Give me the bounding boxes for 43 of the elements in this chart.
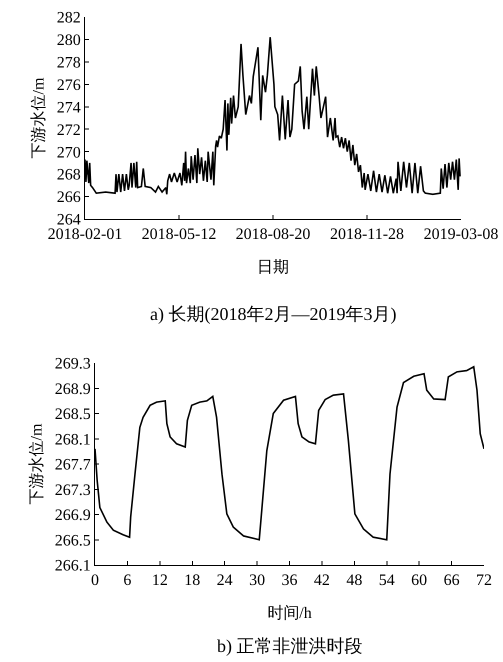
x-tick-label: 6 <box>123 572 132 590</box>
y-tick-label: 266.5 <box>54 532 91 550</box>
y-tick-label: 270 <box>56 144 81 162</box>
y-tick-label: 266.1 <box>54 558 91 575</box>
y-tick-label: 266.9 <box>54 507 91 524</box>
y-tick-label: 276 <box>56 76 81 94</box>
x-tick-label: 2018-08-20 <box>236 226 310 244</box>
y-axis-title: 下游水位/m <box>28 423 46 504</box>
x-axis-title: 日期 <box>257 258 289 276</box>
x-tick-label: 42 <box>314 572 330 590</box>
y-axis-title: 下游水位/m <box>30 77 48 158</box>
y-tick-label: 268.9 <box>54 380 91 398</box>
x-tick-label: 54 <box>378 572 395 590</box>
y-tick-label: 264 <box>56 212 81 229</box>
x-tick-label: 24 <box>216 572 233 590</box>
y-tick-label: 280 <box>56 32 81 50</box>
y-tick-label: 278 <box>56 54 81 72</box>
x-tick-label: 18 <box>184 572 200 590</box>
y-tick-label: 282 <box>56 10 81 27</box>
text: b) 正常非泄洪时段 <box>217 636 362 656</box>
y-tick-label: 267.7 <box>54 456 91 474</box>
x-tick-label: 2018-11-28 <box>330 226 404 244</box>
y-tick-label: 266 <box>56 189 81 206</box>
x-tick-label: 0 <box>91 572 99 590</box>
x-tick-label: 2018-05-12 <box>142 226 216 244</box>
y-tick-label: 272 <box>56 122 81 139</box>
x-tick-label: 2018-02-01 <box>48 226 122 244</box>
y-tick-label: 274 <box>56 99 81 116</box>
x-tick-label: 12 <box>152 572 168 590</box>
x-tick-label: 2019-03-08 <box>424 226 498 244</box>
x-tick-label: 60 <box>411 572 428 590</box>
text: a) 长期(2018年2月—2019年3月) <box>150 304 396 324</box>
x-tick-label: 36 <box>282 572 298 590</box>
y-tick-label: 268.1 <box>54 431 91 448</box>
x-tick-label: 48 <box>346 572 362 590</box>
x-axis-title: 时间/h <box>267 604 312 622</box>
y-tick-label: 267.3 <box>54 482 91 499</box>
x-tick-label: 30 <box>249 572 266 590</box>
y-tick-label: 268 <box>56 166 81 184</box>
y-tick-label: 269.3 <box>54 356 91 373</box>
x-tick-label: 66 <box>444 572 460 590</box>
y-tick-label: 268.5 <box>54 406 91 424</box>
x-tick-label: 72 <box>476 572 492 590</box>
